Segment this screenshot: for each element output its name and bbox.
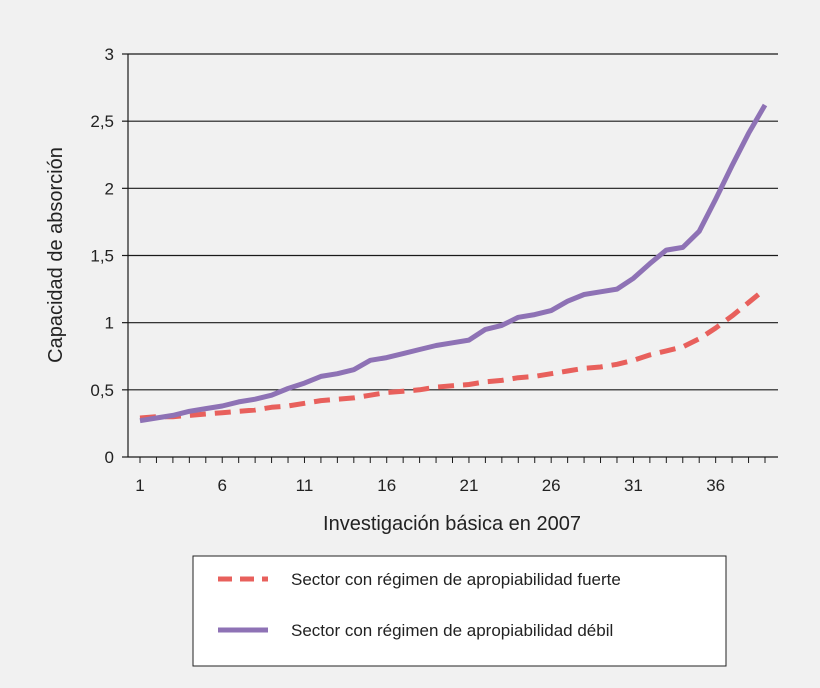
y-tick-label: 2 [105,179,114,198]
y-tick-label: 0 [105,448,114,467]
legend-box [192,555,727,667]
x-tick-label: 11 [296,476,314,495]
y-axis-title: Capacidad de absorción [45,147,67,363]
legend: Sector con régimen de apropiabilidad fue… [192,555,727,667]
y-tick-label: 1 [105,314,114,333]
x-axis-title: Investigación básica en 2007 [323,513,581,535]
x-tick-label: 1 [135,476,144,495]
axes: 00,511,522,531 6 11 16 21 26 31 36 [90,45,766,495]
y-tick-label: 0,5 [90,381,114,400]
x-tick-label: 26 [542,476,561,495]
series [139,103,768,424]
x-tick-label: 6 [218,476,227,495]
grid [128,53,778,458]
x-tick-label: 16 [377,476,396,495]
series-line-weak [139,103,768,424]
y-tick-label: 2,5 [90,112,114,131]
legend-label-strong: Sector con régimen de apropiabilidad fue… [291,570,621,589]
x-tick-label: 21 [459,476,478,495]
x-tick-label: 36 [706,476,725,495]
x-tick-label: 31 [624,476,643,495]
y-tick-label: 3 [105,45,114,64]
y-tick-label: 1,5 [90,247,114,266]
legend-label-weak: Sector con régimen de apropiabilidad déb… [291,621,613,640]
series-line-strong [139,287,767,421]
